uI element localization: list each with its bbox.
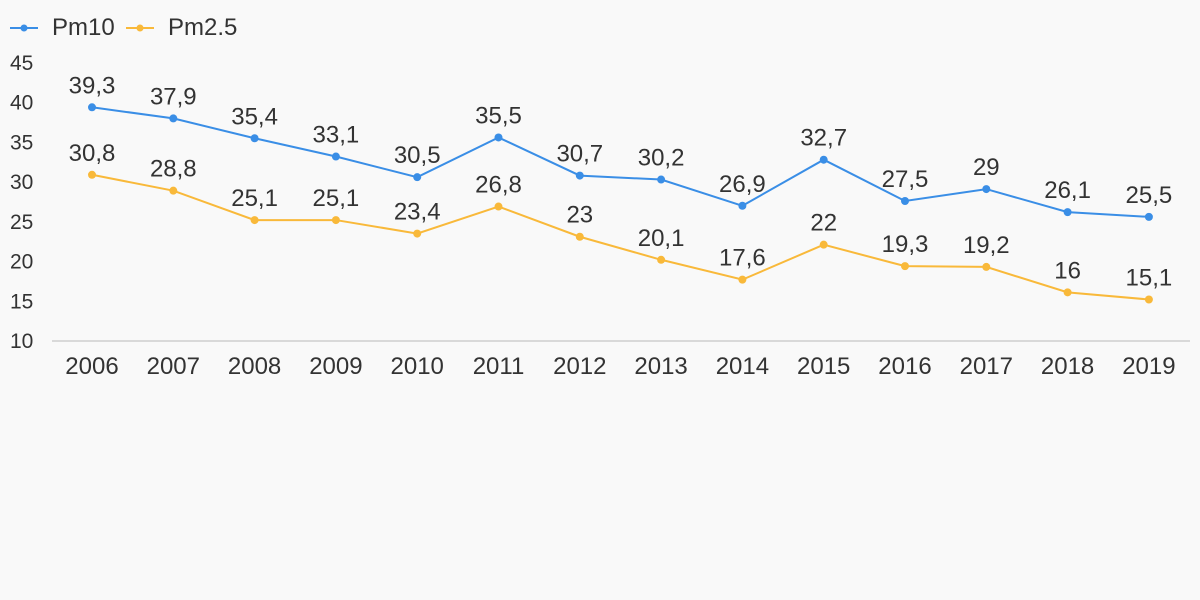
- x-tick-label: 2006: [65, 353, 118, 380]
- data-labels: 39,3 37,9 35,4 33,1 30,5 35,5 30,7 30,2 26,9 32,7…: [69, 72, 1173, 291]
- data-point-pm10: [250, 134, 259, 143]
- data-point-pm10: [1063, 208, 1072, 217]
- data-label-pm2-5: 23,4: [394, 199, 441, 226]
- data-label-pm2-5: 25,1: [231, 185, 278, 212]
- data-label-pm10: 30,5: [394, 142, 441, 169]
- x-tick-label: 2009: [309, 353, 362, 380]
- data-point-pm2-5: [494, 202, 503, 211]
- data-label-pm10: 39,3: [69, 72, 116, 99]
- data-label-pm10: 26,9: [719, 171, 766, 198]
- data-label-pm10: 33,1: [313, 122, 360, 149]
- legend-item-pm10: Pm10: [10, 14, 115, 41]
- series-line-pm10: [91, 106, 1149, 218]
- x-tick-label: 2008: [228, 353, 281, 380]
- data-label-pm2-5: 28,8: [150, 156, 197, 183]
- y-tick-label: 30: [10, 171, 33, 194]
- data-label-pm2-5: 15,1: [1126, 264, 1173, 291]
- data-label-pm2-5: 26,8: [475, 172, 522, 199]
- data-point-pm10: [494, 133, 503, 142]
- data-point-pm10: [575, 171, 584, 180]
- data-label-pm2-5: 23: [566, 202, 593, 229]
- x-tick-label: 2019: [1122, 353, 1175, 380]
- y-tick-label: 20: [10, 251, 33, 274]
- data-label-pm10: 35,5: [475, 102, 522, 129]
- data-point-pm2-5: [88, 170, 96, 179]
- data-point-pm10: [657, 175, 666, 184]
- x-tick-label: 2018: [1041, 353, 1094, 380]
- data-point-pm2-5: [819, 240, 828, 249]
- data-point-pm10: [819, 155, 828, 164]
- data-point-pm10: [901, 197, 909, 205]
- legend-label: Pm10: [52, 14, 115, 41]
- data-point-pm2-5: [575, 232, 584, 241]
- data-label-pm2-5: 19,2: [963, 232, 1010, 259]
- data-point-pm2-5: [1144, 295, 1153, 304]
- data-point-pm2-5: [901, 262, 909, 271]
- data-point-pm2-5: [657, 255, 666, 264]
- x-tick-label: 2014: [716, 353, 769, 380]
- x-tick-label: 2012: [553, 353, 606, 380]
- x-tick-label: 2011: [473, 353, 525, 380]
- data-point-pm2-5: [1063, 288, 1072, 297]
- data-point-pm10: [88, 103, 96, 112]
- data-label-pm2-5: 22: [810, 210, 837, 237]
- y-tick-label: 35: [10, 131, 33, 154]
- y-tick-label: 40: [10, 92, 33, 115]
- legend: Pm10 Pm2.5: [10, 14, 237, 41]
- data-label-pm10: 26,1: [1044, 177, 1091, 204]
- y-axis: 10 15 20 25 30 35 40 45: [10, 52, 33, 353]
- data-label-pm2-5: 30,8: [69, 140, 116, 167]
- x-axis: 2006 2007 2008 2009 2010 2011 2012 2013 2014 2015…: [52, 340, 1190, 380]
- legend-marker: [136, 24, 144, 32]
- data-point-pm10: [738, 201, 747, 210]
- data-point-pm10: [982, 185, 991, 194]
- data-label-pm2-5: 17,6: [719, 245, 766, 272]
- series-pm10: [88, 103, 1153, 221]
- data-point-pm10: [1144, 212, 1153, 221]
- x-tick-label: 2015: [797, 353, 850, 380]
- x-tick-label: 2007: [147, 353, 200, 380]
- y-tick-label: 15: [10, 290, 33, 313]
- data-label-pm2-5: 25,1: [313, 185, 360, 212]
- x-tick-label: 2016: [878, 353, 931, 380]
- data-label-pm10: 30,7: [556, 141, 603, 168]
- data-point-pm2-5: [250, 216, 259, 225]
- y-tick-label: 25: [10, 211, 33, 234]
- y-tick-label: 45: [10, 52, 33, 75]
- legend-label: Pm2.5: [168, 14, 237, 41]
- data-point-pm10: [169, 114, 178, 123]
- x-tick-label: 2010: [391, 353, 444, 380]
- series-layer: [88, 103, 1153, 304]
- data-point-pm10: [331, 152, 340, 161]
- legend-marker: [20, 24, 28, 32]
- data-label-pm10: 25,5: [1126, 182, 1173, 209]
- data-label-pm2-5: 20,1: [638, 225, 685, 252]
- data-label-pm10: 27,5: [882, 166, 929, 193]
- data-label-pm2-5: 19,3: [882, 231, 929, 258]
- data-point-pm10: [413, 173, 422, 182]
- data-point-pm2-5: [982, 262, 991, 271]
- data-label-pm10: 32,7: [800, 125, 847, 152]
- data-label-pm10: 30,2: [638, 145, 685, 172]
- series-pm2-5: [88, 170, 1153, 304]
- data-point-pm2-5: [738, 275, 747, 284]
- data-label-pm10: 37,9: [150, 83, 197, 110]
- x-tick-label: 2017: [960, 353, 1013, 380]
- data-point-pm2-5: [413, 229, 422, 238]
- data-point-pm2-5: [331, 216, 340, 225]
- data-label-pm10: 29: [973, 154, 1000, 181]
- data-label-pm2-5: 16: [1054, 257, 1081, 284]
- data-point-pm2-5: [169, 186, 178, 195]
- y-tick-label: 10: [10, 330, 33, 353]
- legend-item-pm2-5: Pm2.5: [126, 14, 237, 41]
- x-tick-label: 2013: [634, 353, 687, 380]
- data-label-pm10: 35,4: [231, 103, 278, 130]
- series-line-pm2-5: [91, 173, 1149, 301]
